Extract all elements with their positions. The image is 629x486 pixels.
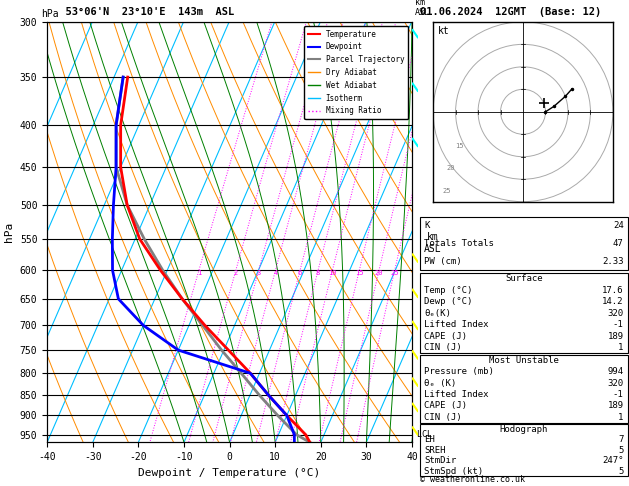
Text: θₑ (K): θₑ (K) (425, 379, 457, 387)
Text: 14.2: 14.2 (602, 297, 623, 306)
Bar (420, 355, 628, 423)
Text: 2: 2 (234, 270, 238, 276)
Text: 25: 25 (442, 188, 450, 194)
Text: 10: 10 (328, 270, 337, 276)
Y-axis label: hPa: hPa (4, 222, 14, 242)
Text: 17.6: 17.6 (602, 286, 623, 295)
Text: CAPE (J): CAPE (J) (425, 331, 467, 341)
Text: CIN (J): CIN (J) (425, 413, 462, 422)
Text: 8: 8 (316, 270, 320, 276)
Bar (420, 424, 628, 476)
Text: LCL: LCL (412, 430, 432, 439)
Text: 1: 1 (618, 413, 623, 422)
Text: Surface: Surface (505, 275, 543, 283)
Text: EH: EH (425, 435, 435, 444)
X-axis label: Dewpoint / Temperature (°C): Dewpoint / Temperature (°C) (138, 468, 321, 478)
Text: © weatheronline.co.uk: © weatheronline.co.uk (420, 474, 525, 484)
Text: 247°: 247° (602, 456, 623, 465)
Text: 6: 6 (298, 270, 302, 276)
Text: Dewp (°C): Dewp (°C) (425, 297, 473, 306)
Text: Lifted Index: Lifted Index (425, 390, 489, 399)
Text: 24: 24 (613, 222, 623, 230)
Text: 320: 320 (608, 379, 623, 387)
Text: CIN (J): CIN (J) (425, 343, 462, 352)
Legend: Temperature, Dewpoint, Parcel Trajectory, Dry Adiabat, Wet Adiabat, Isotherm, Mi: Temperature, Dewpoint, Parcel Trajectory… (304, 26, 408, 119)
Text: Most Unstable: Most Unstable (489, 356, 559, 365)
Text: StmDir: StmDir (425, 456, 457, 465)
Bar (420, 273, 628, 353)
Text: 1: 1 (197, 270, 201, 276)
Text: Lifted Index: Lifted Index (425, 320, 489, 329)
Text: km
ASL: km ASL (415, 0, 430, 17)
Text: -1: -1 (613, 320, 623, 329)
Text: hPa: hPa (41, 9, 58, 19)
Text: Totals Totals: Totals Totals (425, 239, 494, 248)
Text: Hodograph: Hodograph (500, 425, 548, 434)
Text: kt: kt (438, 26, 449, 36)
Text: -1: -1 (613, 390, 623, 399)
Text: 15: 15 (355, 270, 364, 276)
Text: 01.06.2024  12GMT  (Base: 12): 01.06.2024 12GMT (Base: 12) (420, 7, 601, 17)
Text: 20: 20 (375, 270, 383, 276)
Text: 47: 47 (613, 239, 623, 248)
Text: 25: 25 (391, 270, 399, 276)
Text: 994: 994 (608, 367, 623, 376)
Text: 1: 1 (618, 343, 623, 352)
Text: 320: 320 (608, 309, 623, 318)
Y-axis label: km
ASL: km ASL (424, 232, 442, 254)
Text: Temp (°C): Temp (°C) (425, 286, 473, 295)
Text: 5: 5 (618, 467, 623, 476)
Text: 3: 3 (257, 270, 261, 276)
Bar (420, 217, 628, 271)
Text: θₑ(K): θₑ(K) (425, 309, 451, 318)
Text: 7: 7 (618, 435, 623, 444)
Text: 4: 4 (274, 270, 277, 276)
Text: 53°06'N  23°10'E  143m  ASL: 53°06'N 23°10'E 143m ASL (53, 7, 235, 17)
Text: 15: 15 (455, 143, 464, 149)
Text: PW (cm): PW (cm) (425, 257, 462, 266)
Text: CAPE (J): CAPE (J) (425, 401, 467, 410)
Text: 189: 189 (608, 401, 623, 410)
Text: Pressure (mb): Pressure (mb) (425, 367, 494, 376)
Text: StmSpd (kt): StmSpd (kt) (425, 467, 484, 476)
Text: 2.33: 2.33 (602, 257, 623, 266)
Text: K: K (425, 222, 430, 230)
Text: 189: 189 (608, 331, 623, 341)
Text: 20: 20 (447, 165, 455, 171)
Text: SREH: SREH (425, 446, 446, 455)
Text: 5: 5 (618, 446, 623, 455)
